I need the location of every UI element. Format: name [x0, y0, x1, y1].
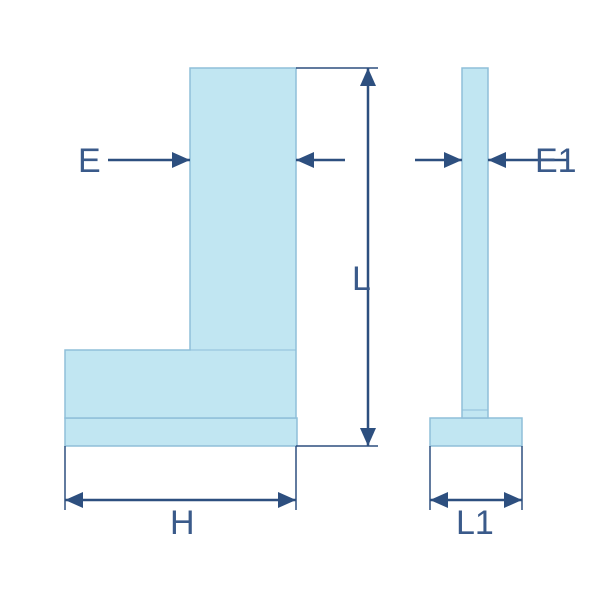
dim-label-e1: E1: [535, 142, 577, 180]
dim-label-h: H: [170, 504, 195, 542]
front-l-shape: [65, 68, 296, 418]
side-blade: [462, 68, 488, 418]
dim-label-l: L: [352, 260, 371, 298]
dim-label-e: E: [78, 142, 101, 180]
dim-label-l1: L1: [456, 504, 494, 542]
front-base-slab: [65, 418, 297, 446]
side-base: [430, 418, 522, 446]
